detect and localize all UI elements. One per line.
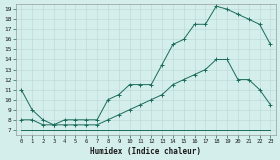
- X-axis label: Humidex (Indice chaleur): Humidex (Indice chaleur): [90, 147, 201, 156]
